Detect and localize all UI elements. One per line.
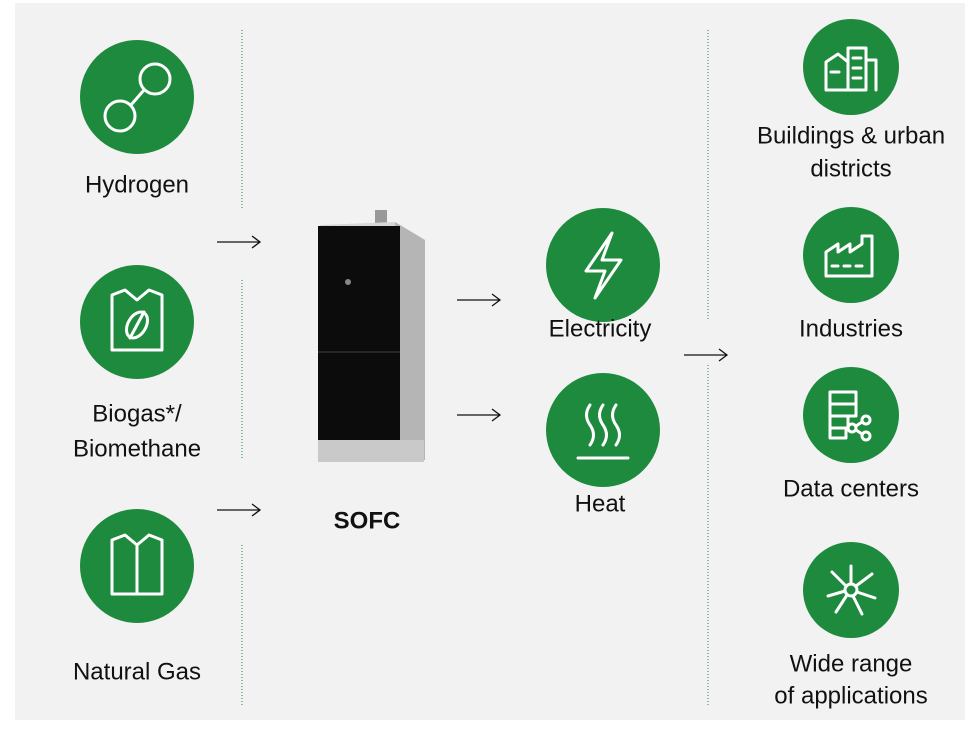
application-label: Wide range bbox=[790, 650, 913, 677]
input-label: Hydrogen bbox=[85, 171, 189, 198]
application-label: Buildings & urban bbox=[757, 122, 945, 149]
input-hydrogen: Hydrogen bbox=[80, 40, 194, 198]
application-industries: Industries bbox=[799, 207, 903, 342]
input-label: Biogas*/ bbox=[92, 400, 182, 427]
application-label: Data centers bbox=[783, 475, 919, 502]
input-natural-gas: Natural Gas bbox=[73, 509, 201, 685]
input-label: Natural Gas bbox=[73, 658, 201, 685]
device-label: SOFC bbox=[334, 507, 401, 534]
input-label: Biomethane bbox=[73, 435, 201, 462]
output-electricity: Electricity bbox=[546, 208, 660, 342]
application-label: of applications bbox=[774, 682, 927, 709]
output-label: Heat bbox=[575, 490, 626, 517]
output-label: Electricity bbox=[549, 315, 652, 342]
diagram: Hydrogen Biogas*/ Biomethane Natural Gas… bbox=[0, 0, 973, 737]
application-label: Industries bbox=[799, 315, 903, 342]
application-label: districts bbox=[810, 155, 891, 182]
